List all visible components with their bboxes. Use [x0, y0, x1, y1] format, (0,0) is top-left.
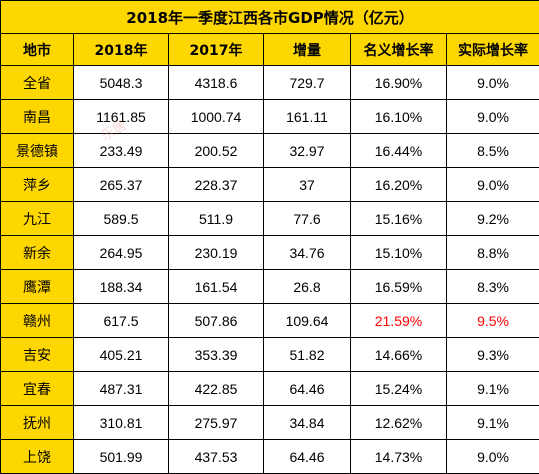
cell-real-growth: 9.2% — [447, 202, 539, 236]
cell-region: 上饶 — [1, 440, 74, 474]
cell-increase: 109.64 — [264, 304, 351, 338]
cell-nominal-growth: 16.59% — [351, 270, 447, 304]
cell-val-2018: 1161.85 — [74, 100, 169, 134]
cell-val-2017: 507.86 — [169, 304, 264, 338]
cell-real-growth: 9.0% — [447, 66, 539, 100]
cell-val-2018: 5048.3 — [74, 66, 169, 100]
cell-nominal-growth: 15.10% — [351, 236, 447, 270]
cell-real-growth: 9.0% — [447, 168, 539, 202]
cell-region: 全省 — [1, 66, 74, 100]
header-2018: 2018年 — [74, 34, 169, 66]
cell-nominal-growth: 14.66% — [351, 338, 447, 372]
cell-val-2017: 161.54 — [169, 270, 264, 304]
cell-region: 赣州 — [1, 304, 74, 338]
title-row: 2018年一季度江西各市GDP情况（亿元） — [1, 1, 539, 34]
cell-increase: 34.76 — [264, 236, 351, 270]
cell-increase: 64.46 — [264, 440, 351, 474]
cell-nominal-growth: 16.44% — [351, 134, 447, 168]
cell-val-2018: 501.99 — [74, 440, 169, 474]
cell-nominal-growth: 12.62% — [351, 406, 447, 440]
cell-nominal-growth: 21.59% — [351, 304, 447, 338]
cell-val-2017: 4318.6 — [169, 66, 264, 100]
cell-region: 鹰潭 — [1, 270, 74, 304]
cell-val-2018: 487.31 — [74, 372, 169, 406]
cell-real-growth: 9.3% — [447, 338, 539, 372]
table-title: 2018年一季度江西各市GDP情况（亿元） — [1, 1, 539, 34]
cell-region: 新余 — [1, 236, 74, 270]
cell-val-2017: 511.9 — [169, 202, 264, 236]
cell-val-2018: 405.21 — [74, 338, 169, 372]
cell-increase: 51.82 — [264, 338, 351, 372]
cell-region: 南昌 — [1, 100, 74, 134]
cell-real-growth: 8.3% — [447, 270, 539, 304]
cell-val-2017: 353.39 — [169, 338, 264, 372]
header-real-growth: 实际增长率 — [447, 34, 539, 66]
cell-real-growth: 8.8% — [447, 236, 539, 270]
cell-real-growth: 9.0% — [447, 440, 539, 474]
cell-nominal-growth: 16.90% — [351, 66, 447, 100]
cell-region: 萍乡 — [1, 168, 74, 202]
cell-nominal-growth: 14.73% — [351, 440, 447, 474]
cell-increase: 26.8 — [264, 270, 351, 304]
cell-val-2017: 275.97 — [169, 406, 264, 440]
cell-val-2017: 437.53 — [169, 440, 264, 474]
header-row: 地市 2018年 2017年 增量 名义增长率 实际增长率 — [1, 34, 539, 66]
gdp-table-screenshot: 2018年一季度江西各市GDP情况（亿元） 地市 2018年 2017年 增量 … — [0, 0, 539, 463]
cell-val-2017: 228.37 — [169, 168, 264, 202]
header-2017: 2017年 — [169, 34, 264, 66]
cell-nominal-growth: 15.16% — [351, 202, 447, 236]
cell-val-2017: 1000.74 — [169, 100, 264, 134]
cell-real-growth: 9.0% — [447, 100, 539, 134]
cell-val-2018: 233.49 — [74, 134, 169, 168]
cell-val-2018: 310.81 — [74, 406, 169, 440]
cell-increase: 729.7 — [264, 66, 351, 100]
cell-increase: 161.11 — [264, 100, 351, 134]
cell-nominal-growth: 16.20% — [351, 168, 447, 202]
cell-val-2018: 589.5 — [74, 202, 169, 236]
cell-val-2017: 230.19 — [169, 236, 264, 270]
cell-val-2018: 617.5 — [74, 304, 169, 338]
cell-increase: 64.46 — [264, 372, 351, 406]
header-increase: 增量 — [264, 34, 351, 66]
cell-real-growth: 9.1% — [447, 372, 539, 406]
cell-real-growth: 8.5% — [447, 134, 539, 168]
cell-nominal-growth: 15.24% — [351, 372, 447, 406]
cell-real-growth: 9.1% — [447, 406, 539, 440]
cell-val-2017: 200.52 — [169, 134, 264, 168]
cell-increase: 32.97 — [264, 134, 351, 168]
header-region: 地市 — [1, 34, 74, 66]
cell-val-2018: 188.34 — [74, 270, 169, 304]
cell-region: 景德镇 — [1, 134, 74, 168]
cell-val-2018: 264.95 — [74, 236, 169, 270]
cell-region: 宜春 — [1, 372, 74, 406]
cell-real-growth: 9.5% — [447, 304, 539, 338]
cell-increase: 37 — [264, 168, 351, 202]
header-nominal-growth: 名义增长率 — [351, 34, 447, 66]
cell-val-2017: 422.85 — [169, 372, 264, 406]
cell-val-2018: 265.37 — [74, 168, 169, 202]
cell-increase: 77.6 — [264, 202, 351, 236]
cell-increase: 34.84 — [264, 406, 351, 440]
cell-nominal-growth: 16.10% — [351, 100, 447, 134]
cell-region: 吉安 — [1, 338, 74, 372]
cell-region: 九江 — [1, 202, 74, 236]
cell-region: 抚州 — [1, 406, 74, 440]
